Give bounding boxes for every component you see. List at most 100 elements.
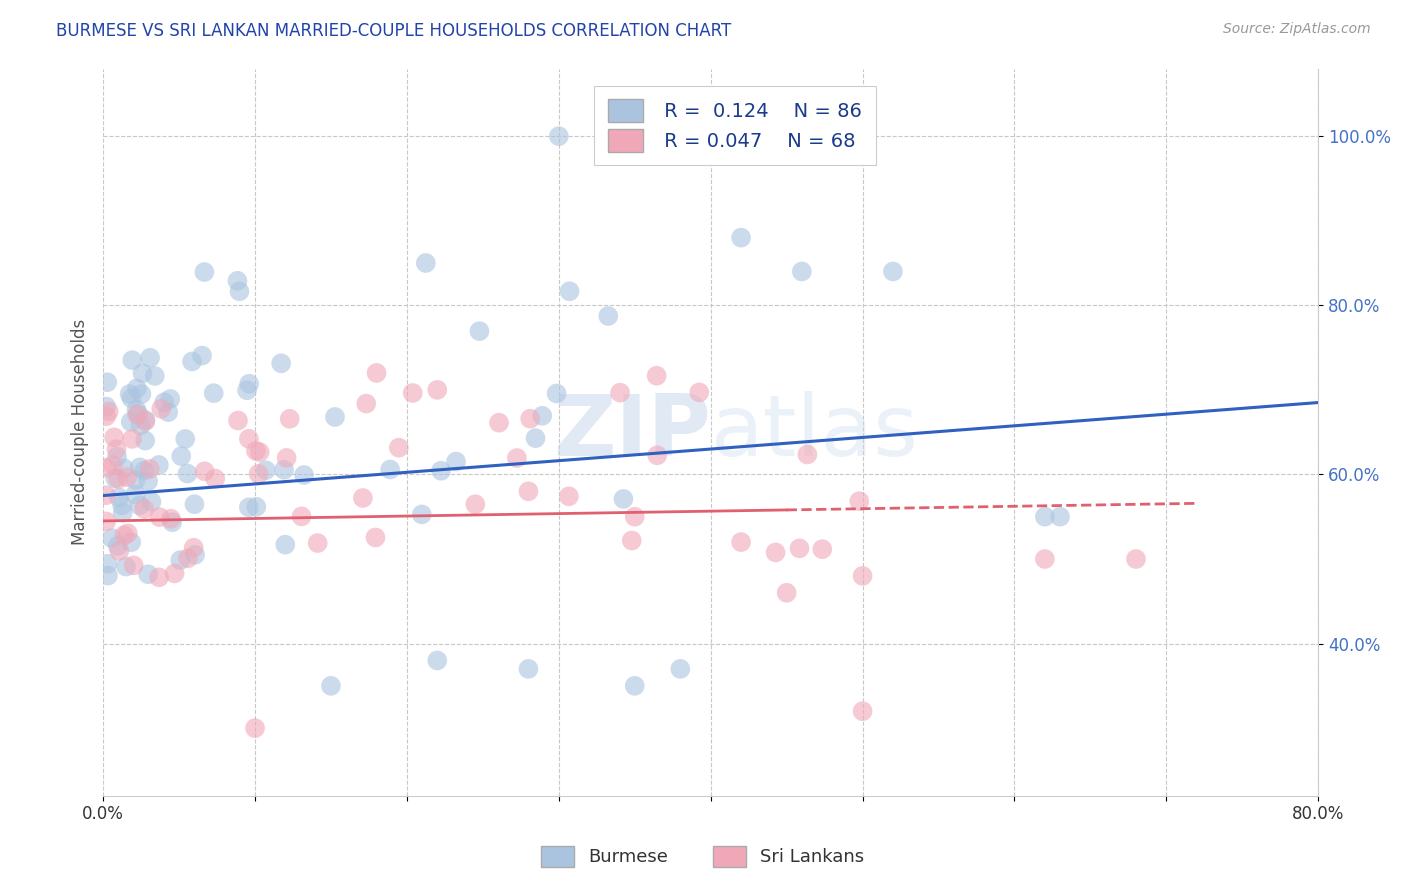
Point bbox=[121, 432, 143, 446]
Point bbox=[796, 448, 818, 462]
Point bbox=[97, 404, 120, 418]
Point bbox=[612, 491, 634, 506]
Point bbox=[127, 408, 149, 422]
Point bbox=[191, 349, 214, 363]
Point bbox=[149, 510, 172, 524]
Text: atlas: atlas bbox=[710, 391, 918, 474]
Point bbox=[354, 396, 377, 410]
Point bbox=[111, 506, 134, 520]
Point bbox=[153, 395, 176, 409]
Point bbox=[517, 662, 540, 676]
Point bbox=[775, 586, 797, 600]
Point bbox=[96, 375, 118, 389]
Point bbox=[184, 548, 207, 562]
Point bbox=[96, 400, 118, 414]
Point bbox=[669, 662, 692, 676]
Point bbox=[1033, 552, 1056, 566]
Point bbox=[193, 265, 215, 279]
Point bbox=[97, 568, 120, 582]
Point bbox=[506, 450, 529, 465]
Point bbox=[426, 383, 449, 397]
Point bbox=[558, 489, 581, 503]
Point bbox=[1049, 509, 1071, 524]
Point bbox=[148, 458, 170, 472]
Point bbox=[517, 484, 540, 499]
Point bbox=[366, 366, 388, 380]
Point bbox=[131, 367, 153, 381]
Point bbox=[402, 386, 425, 401]
Point bbox=[464, 497, 486, 511]
Point bbox=[245, 443, 267, 458]
Point bbox=[115, 470, 138, 484]
Point bbox=[160, 512, 183, 526]
Point bbox=[108, 491, 131, 505]
Point bbox=[388, 441, 411, 455]
Point bbox=[848, 494, 870, 508]
Text: ZIP: ZIP bbox=[553, 391, 710, 474]
Point bbox=[107, 472, 129, 486]
Point bbox=[609, 385, 631, 400]
Point bbox=[364, 531, 387, 545]
Point bbox=[141, 495, 163, 509]
Point bbox=[254, 463, 277, 477]
Point bbox=[411, 508, 433, 522]
Point bbox=[688, 385, 710, 400]
Point bbox=[789, 541, 811, 556]
Point bbox=[163, 566, 186, 581]
Point bbox=[134, 413, 156, 427]
Point bbox=[97, 557, 120, 571]
Point bbox=[112, 461, 135, 475]
Point bbox=[620, 533, 643, 548]
Point bbox=[96, 515, 118, 529]
Point bbox=[104, 471, 127, 485]
Point bbox=[128, 460, 150, 475]
Point bbox=[103, 430, 125, 444]
Point bbox=[290, 509, 312, 524]
Point bbox=[243, 721, 266, 735]
Point bbox=[468, 324, 491, 338]
Point bbox=[531, 409, 554, 423]
Point bbox=[136, 567, 159, 582]
Point bbox=[177, 551, 200, 566]
Point bbox=[160, 515, 183, 529]
Point bbox=[101, 458, 124, 472]
Point bbox=[430, 464, 453, 478]
Point bbox=[276, 450, 298, 465]
Point bbox=[730, 230, 752, 244]
Point bbox=[558, 285, 581, 299]
Point bbox=[181, 354, 204, 368]
Point bbox=[121, 353, 143, 368]
Point bbox=[323, 409, 346, 424]
Point bbox=[238, 376, 260, 391]
Point bbox=[183, 541, 205, 555]
Point bbox=[105, 442, 128, 457]
Point bbox=[1033, 509, 1056, 524]
Point bbox=[623, 679, 645, 693]
Point bbox=[143, 368, 166, 383]
Point bbox=[120, 391, 142, 405]
Point bbox=[278, 412, 301, 426]
Point bbox=[134, 502, 156, 516]
Point bbox=[134, 464, 156, 478]
Point bbox=[270, 356, 292, 370]
Point bbox=[169, 553, 191, 567]
Point bbox=[623, 509, 645, 524]
Point bbox=[202, 386, 225, 401]
Point bbox=[811, 542, 834, 557]
Point bbox=[96, 460, 118, 475]
Point bbox=[118, 387, 141, 401]
Point bbox=[426, 653, 449, 667]
Point bbox=[645, 448, 668, 462]
Point bbox=[524, 431, 547, 445]
Point bbox=[444, 454, 467, 468]
Point bbox=[150, 401, 173, 416]
Point bbox=[378, 462, 401, 476]
Point bbox=[319, 679, 342, 693]
Point bbox=[105, 450, 128, 464]
Point bbox=[238, 500, 260, 515]
Point bbox=[138, 462, 160, 476]
Point bbox=[127, 407, 149, 421]
Point bbox=[307, 536, 329, 550]
Point bbox=[122, 558, 145, 573]
Point bbox=[790, 264, 813, 278]
